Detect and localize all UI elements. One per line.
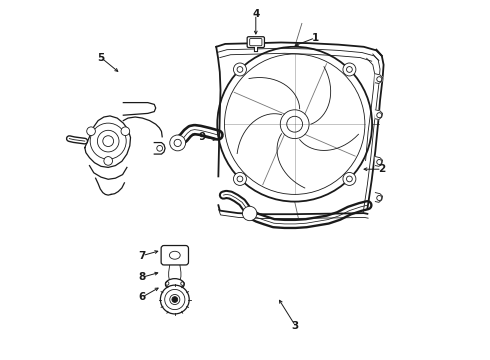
Circle shape xyxy=(233,172,246,185)
Circle shape xyxy=(343,172,356,185)
Polygon shape xyxy=(123,103,156,115)
Circle shape xyxy=(172,297,178,302)
Text: 7: 7 xyxy=(139,251,146,261)
Circle shape xyxy=(87,127,96,136)
Circle shape xyxy=(121,127,130,136)
Text: 6: 6 xyxy=(139,292,146,302)
FancyBboxPatch shape xyxy=(250,39,262,46)
FancyBboxPatch shape xyxy=(247,37,265,48)
Polygon shape xyxy=(375,157,383,166)
Text: 8: 8 xyxy=(139,272,146,282)
Ellipse shape xyxy=(166,279,184,290)
Circle shape xyxy=(170,135,186,151)
Text: 2: 2 xyxy=(378,164,386,174)
Text: 3: 3 xyxy=(292,321,299,331)
Circle shape xyxy=(160,285,189,314)
Polygon shape xyxy=(154,143,165,154)
Circle shape xyxy=(103,136,114,147)
Circle shape xyxy=(104,157,113,165)
Polygon shape xyxy=(375,110,383,120)
FancyBboxPatch shape xyxy=(161,246,189,265)
Circle shape xyxy=(233,63,246,76)
Text: 1: 1 xyxy=(312,33,319,43)
Text: 9: 9 xyxy=(198,132,205,142)
Polygon shape xyxy=(375,74,383,84)
Polygon shape xyxy=(85,116,130,167)
Circle shape xyxy=(343,63,356,76)
Text: 4: 4 xyxy=(252,9,260,19)
Circle shape xyxy=(243,206,257,221)
Text: 5: 5 xyxy=(98,53,105,63)
Polygon shape xyxy=(375,193,383,202)
